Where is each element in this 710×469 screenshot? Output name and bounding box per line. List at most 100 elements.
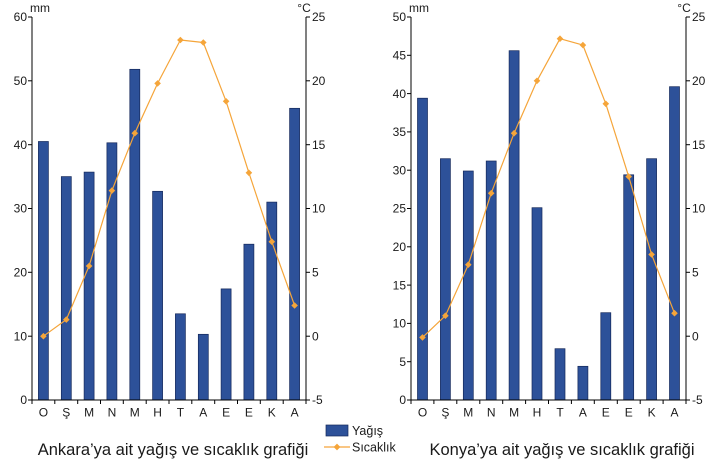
y-tick-label-konya: 10 xyxy=(393,317,407,331)
y-tick-label-ankara: 10 xyxy=(14,329,28,343)
x-category-label-konya: O xyxy=(418,406,427,420)
precipitation-bar-konya-11 xyxy=(646,158,657,401)
precipitation-bar-konya-2 xyxy=(440,158,451,401)
precipitation-bars-ankara xyxy=(38,68,300,401)
temperature-point-ankara-7 xyxy=(177,36,184,44)
x-category-label-ankara: N xyxy=(108,406,117,420)
x-category-label-ankara: O xyxy=(39,406,48,420)
y2-tick-label-ankara: 25 xyxy=(312,10,326,24)
y2-tick-label-konya: -5 xyxy=(692,393,703,407)
y2-tick-label-ankara: 0 xyxy=(312,329,319,343)
precipitation-bar-konya-6 xyxy=(531,207,543,401)
y-tick-label-konya: 20 xyxy=(393,240,407,254)
x-category-label-konya: E xyxy=(625,406,633,420)
temperature-point-ankara-6 xyxy=(154,80,161,87)
x-category-label-ankara: A xyxy=(199,406,207,420)
precipitation-bar-ankara-12 xyxy=(289,107,300,401)
legend-label-temperature: Sıcaklık xyxy=(352,441,397,455)
temperature-point-konya-6 xyxy=(533,77,541,85)
y2-tick-label-ankara: -5 xyxy=(312,393,323,407)
precipitation-bar-konya-7 xyxy=(554,348,566,401)
y-tick-label-konya: 35 xyxy=(393,125,407,139)
precipitation-bar-konya-10 xyxy=(623,174,635,401)
x-category-label-ankara: M xyxy=(130,406,140,420)
y2-tick-label-konya: 15 xyxy=(692,138,706,152)
temperature-points-konya xyxy=(419,35,678,341)
temperature-point-ankara-10 xyxy=(245,169,253,177)
y-tick-label-konya: 0 xyxy=(399,393,406,407)
precipitation-bar-ankara-10 xyxy=(243,243,255,401)
precipitation-bar-ankara-7 xyxy=(175,313,186,401)
temperature-point-konya-12 xyxy=(671,309,678,317)
temperature-point-konya-11 xyxy=(648,251,655,258)
x-category-label-ankara: M xyxy=(84,406,94,420)
x-category-label-konya: T xyxy=(556,406,564,420)
precipitation-bar-ankara-6 xyxy=(152,190,163,401)
precipitation-bar-ankara-1 xyxy=(38,141,49,401)
x-category-label-konya: E xyxy=(602,406,610,420)
y2-tick-label-ankara: 5 xyxy=(312,266,319,280)
precipitation-bar-ankara-5 xyxy=(129,68,141,401)
y-tick-label-ankara: 60 xyxy=(14,10,28,24)
temperature-line-konya xyxy=(422,38,676,338)
temperature-point-ankara-3 xyxy=(85,262,93,270)
y2-tick-label-konya: 10 xyxy=(692,202,706,216)
y-unit-label-ankara: mm xyxy=(30,1,50,15)
temperature-point-konya-3 xyxy=(465,261,472,268)
legend: Yağış Sıcaklık xyxy=(324,424,397,455)
temperature-point-konya-1 xyxy=(419,334,426,341)
temperature-point-konya-9 xyxy=(602,100,610,108)
y2-tick-label-ankara: 10 xyxy=(312,202,326,216)
y2-tick-label-konya: 25 xyxy=(692,10,706,24)
y-tick-label-konya: 25 xyxy=(393,202,407,216)
y-unit-label-konya: mm xyxy=(409,1,429,15)
x-category-label-konya: M xyxy=(509,406,519,420)
x-category-label-konya: H xyxy=(533,406,542,420)
temperature-point-ankara-1 xyxy=(40,332,47,340)
caption-konya: Konya’ya ait yağış ve sıcaklık grafiği xyxy=(429,441,694,459)
temperature-point-ankara-8 xyxy=(200,39,207,46)
precipitation-bar-ankara-2 xyxy=(60,176,72,401)
temperature-point-ankara-2 xyxy=(63,316,70,323)
temperature-point-ankara-9 xyxy=(222,98,230,105)
y2-tick-label-ankara: 15 xyxy=(312,138,326,152)
precipitation-bar-konya-4 xyxy=(485,160,497,401)
precipitation-bar-ankara-9 xyxy=(220,288,232,401)
y-tick-label-ankara: 40 xyxy=(14,138,28,152)
legend-label-precipitation: Yağış xyxy=(352,424,383,438)
temperature-point-ankara-5 xyxy=(131,129,139,137)
precipitation-bar-konya-8 xyxy=(577,365,589,401)
x-category-label-ankara: A xyxy=(291,406,299,420)
y-tick-label-konya: 40 xyxy=(393,87,407,101)
y2-unit-label-ankara: °C xyxy=(297,1,311,15)
temperature-point-ankara-12 xyxy=(291,302,298,309)
precipitation-bars-konya xyxy=(417,50,680,401)
y2-tick-label-konya: 0 xyxy=(692,329,699,343)
x-category-label-ankara: T xyxy=(177,406,185,420)
x-category-label-konya: N xyxy=(487,406,496,420)
x-category-label-konya: A xyxy=(670,406,678,420)
y-tick-label-konya: 5 xyxy=(399,355,406,369)
y2-tick-label-konya: 20 xyxy=(692,74,706,88)
x-category-label-ankara: E xyxy=(245,406,253,420)
temperature-point-konya-2 xyxy=(442,312,449,319)
y-tick-label-konya: 50 xyxy=(393,10,407,24)
precipitation-bar-konya-3 xyxy=(462,170,474,401)
temperature-points-ankara xyxy=(40,36,298,340)
temperature-point-konya-7 xyxy=(556,35,564,42)
x-category-label-konya: A xyxy=(579,406,587,420)
precipitation-bar-konya-1 xyxy=(417,97,428,401)
precipitation-bar-konya-9 xyxy=(600,312,612,401)
y-tick-label-ankara: 20 xyxy=(14,266,28,280)
y-tick-label-ankara: 0 xyxy=(20,393,27,407)
temperature-line-ankara xyxy=(43,39,296,337)
y-tick-label-konya: 30 xyxy=(393,163,407,177)
temperature-point-konya-5 xyxy=(510,129,518,137)
precipitation-bar-ankara-8 xyxy=(197,333,209,401)
caption-ankara: Ankara’ya ait yağış ve sıcaklık grafiği xyxy=(38,441,309,459)
x-category-label-ankara: E xyxy=(222,406,230,420)
